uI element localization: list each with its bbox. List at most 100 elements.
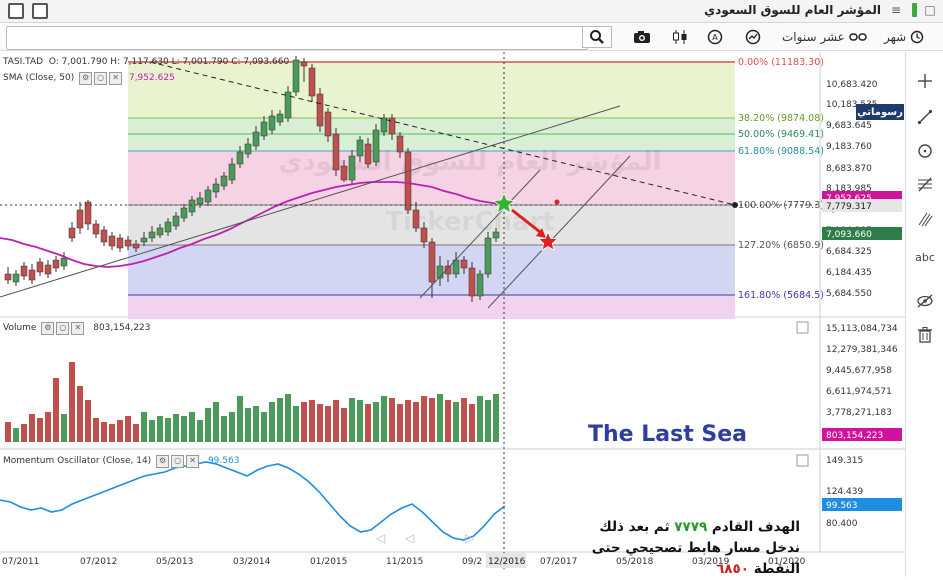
candle [52,259,60,269]
alert-button[interactable]: A [707,28,723,46]
camera-icon [634,31,650,43]
hide-drawings-tool[interactable] [914,290,936,312]
momentum-remove-button[interactable]: ✕ [186,455,200,468]
volume-bar [69,362,75,442]
indicator-button[interactable] [745,28,761,46]
volume-tag-bg [822,428,902,441]
candle [12,273,20,283]
brand-label: رسوماتي [857,106,903,118]
brand-badge: رسوماتي [856,104,904,120]
scroll-left-icon: ◁ [404,531,414,545]
period-month[interactable]: شهر [884,28,924,46]
delete-drawings-tool[interactable] [914,324,936,346]
candles-button[interactable] [671,28,689,46]
chart-toolbar: A عشر سنوات شهر [0,23,943,51]
trendline-tool[interactable] [914,106,936,128]
momentum-hide-button[interactable]: ○ [171,455,185,468]
sma-remove-button[interactable]: ✕ [109,72,123,85]
volume-bar [325,406,331,442]
volume-remove-button[interactable]: ✕ [71,322,85,335]
volume-settings-button[interactable]: ⚙ [41,322,55,335]
pitchfork-icon [918,212,933,227]
search-button[interactable] [582,26,612,48]
candle [44,264,52,275]
cursor-cross-icon [918,74,932,88]
candle [92,223,100,235]
last-price-tag: 7,093.660 [826,230,872,240]
fib-level-label: 161.80% (5684.5) [738,290,824,301]
channel-line [419,169,541,299]
ohlc-values: O: 7,001.790 H: 7,117.630 L: 7,001.790 C… [48,57,290,67]
scroll-right-icon: ▷ [465,531,475,545]
fib-zone [128,295,735,319]
symbol-search-input[interactable] [6,26,588,50]
candle [180,207,188,219]
volume-bar [77,386,83,442]
pitchfork-tool[interactable] [914,208,936,230]
maximize-icon[interactable] [32,3,48,19]
volume-bar [341,408,347,442]
scroll-left-icon: ◁ [375,531,385,545]
volume-bar [29,414,35,442]
fibonacci-tool[interactable] [914,174,936,196]
volume-bar [437,394,443,442]
candle [132,243,140,249]
momentum-label: Momentum Oscillator (Close, 14) [3,456,152,466]
candle [108,235,116,247]
camera-button[interactable] [633,28,651,46]
trendline-icon [917,109,933,125]
chart-area[interactable]: 0.00% (11183.30) 38.20% (9874.08) 50.00% (… [0,52,905,577]
candle [84,201,92,225]
close-icon[interactable]: □ [924,3,936,17]
candle [188,199,196,213]
volume-bar [53,378,59,442]
momentum-axis-label: 124.439 [826,487,863,497]
compare-icon [849,33,867,41]
volume-bar [285,394,291,442]
volume-bar [117,420,123,442]
candle [252,131,260,147]
bars-icon[interactable]: ≡ [890,3,902,17]
volume-bar [125,416,131,442]
trendline-anchor [732,202,738,208]
candle [460,259,468,269]
clock-icon [911,30,924,44]
candle [284,91,292,119]
price-axis-label: 10,683.420 [826,80,878,90]
volume-bar [293,406,299,442]
volume-bar [253,406,259,442]
annotation-text: ثم بعد ذلك [599,519,670,535]
volume-axis-label: 15,113,084,734 [826,324,898,334]
candle [428,241,436,283]
correction-star [537,230,559,251]
candle [164,221,172,233]
marker-dot [554,199,560,205]
symbol-name: TASI.TAD [3,57,44,67]
candle [36,261,44,273]
time-axis-label: 11/2015 [386,557,423,567]
momentum-settings-button[interactable]: ⚙ [156,455,170,468]
text-tool[interactable]: abc [914,246,936,268]
window-icon[interactable] [8,3,24,19]
volume-bar [229,412,235,442]
chart-canvas[interactable]: 0.00% (11183.30) 38.20% (9874.08) 50.00% (… [0,52,905,577]
candle [244,143,252,155]
candle [4,273,12,281]
cursor-cross-tool[interactable] [914,70,936,92]
sma-settings-button[interactable]: ⚙ [79,72,93,85]
candle [276,113,284,123]
volume-bar [221,416,227,442]
candle [340,165,348,181]
price-axis-label: 10,183.535 [826,100,878,110]
volume-hide-button[interactable]: ○ [56,322,70,335]
candle [148,231,156,239]
time-axis-label: 01/2020 [768,557,806,567]
annotation-line3: النقطة ٦٨٥٠ [560,559,800,580]
period-tenyears[interactable]: عشر سنوات [782,28,867,46]
sma-hide-button[interactable]: ○ [94,72,108,85]
volume-bar [269,402,275,442]
analysis-annotation: الهدف القادم ٧٧٧٩ ثم بعد ذلك ندخل مسار ه… [560,517,800,580]
price-axis-label: 5,684.550 [826,289,872,299]
circle-tool[interactable] [914,140,936,162]
candle [156,227,164,236]
